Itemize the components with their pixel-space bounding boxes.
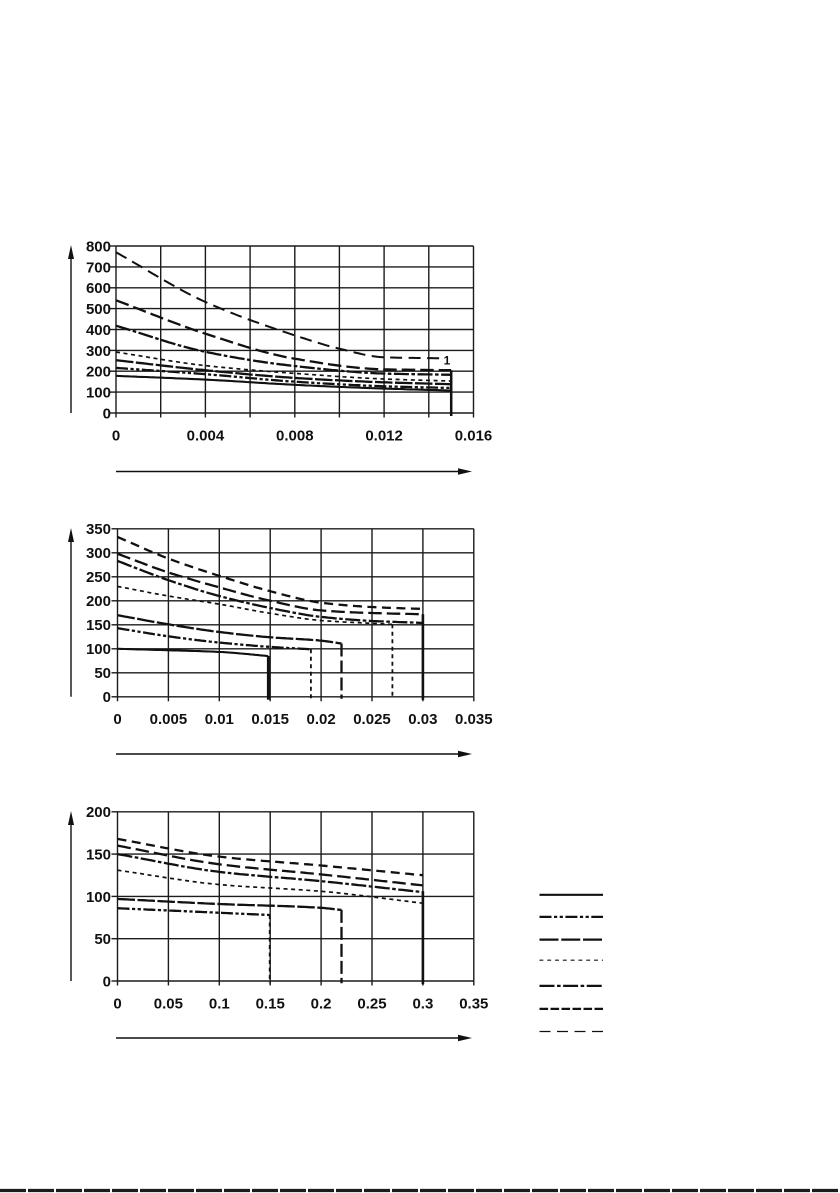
svg-text:150: 150 xyxy=(86,617,111,634)
svg-text:50: 50 xyxy=(94,931,111,948)
svg-text:600: 600 xyxy=(86,280,111,297)
svg-text:0.005: 0.005 xyxy=(150,711,188,728)
svg-text:700: 700 xyxy=(86,259,111,276)
svg-text:200: 200 xyxy=(86,364,111,381)
svg-text:250: 250 xyxy=(86,569,111,586)
svg-text:0.025: 0.025 xyxy=(353,711,391,728)
svg-text:800: 800 xyxy=(86,238,111,255)
svg-text:0.012: 0.012 xyxy=(365,427,403,444)
svg-text:0.02: 0.02 xyxy=(306,711,335,728)
svg-text:0.015: 0.015 xyxy=(251,711,289,728)
svg-text:0.1: 0.1 xyxy=(209,995,230,1012)
svg-text:100: 100 xyxy=(86,641,111,658)
svg-text:0.004: 0.004 xyxy=(187,427,225,444)
svg-text:200: 200 xyxy=(86,593,111,610)
svg-text:0.15: 0.15 xyxy=(256,995,285,1012)
svg-text:0.2: 0.2 xyxy=(311,995,332,1012)
svg-text:0.25: 0.25 xyxy=(357,995,386,1012)
svg-text:200: 200 xyxy=(86,804,111,821)
svg-text:350: 350 xyxy=(86,521,111,538)
svg-text:0.008: 0.008 xyxy=(276,427,314,444)
svg-text:150: 150 xyxy=(86,847,111,864)
svg-text:50: 50 xyxy=(94,665,111,682)
svg-text:0.035: 0.035 xyxy=(455,711,493,728)
svg-text:300: 300 xyxy=(86,545,111,562)
svg-text:300: 300 xyxy=(86,343,111,360)
svg-text:0.016: 0.016 xyxy=(455,427,493,444)
svg-text:0: 0 xyxy=(112,427,120,444)
svg-text:400: 400 xyxy=(86,322,111,339)
svg-text:0: 0 xyxy=(113,711,121,728)
svg-text:100: 100 xyxy=(86,889,111,906)
svg-text:0: 0 xyxy=(103,405,111,422)
svg-text:0: 0 xyxy=(103,689,111,706)
svg-text:0.3: 0.3 xyxy=(412,995,433,1012)
svg-text:0: 0 xyxy=(103,973,111,990)
svg-text:1: 1 xyxy=(444,354,451,368)
svg-text:0.01: 0.01 xyxy=(205,711,234,728)
svg-text:0: 0 xyxy=(113,995,121,1012)
svg-text:0.35: 0.35 xyxy=(459,995,488,1012)
svg-text:500: 500 xyxy=(86,301,111,318)
svg-text:0.05: 0.05 xyxy=(154,995,183,1012)
svg-text:0.03: 0.03 xyxy=(408,711,437,728)
svg-text:100: 100 xyxy=(86,385,111,402)
